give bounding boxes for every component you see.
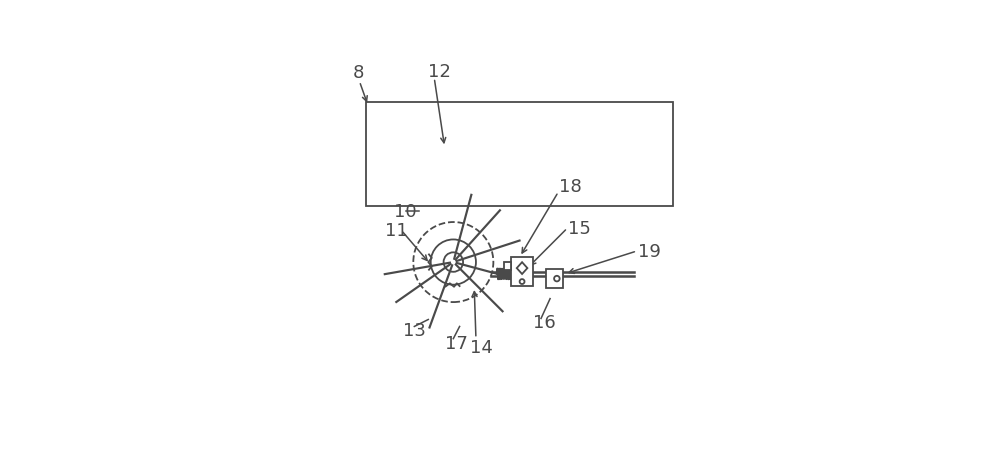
Circle shape [520,280,525,285]
Text: 18: 18 [559,178,582,196]
Text: 12: 12 [428,63,451,80]
Text: 8: 8 [352,64,364,82]
Text: 13: 13 [403,321,426,339]
Circle shape [444,253,463,272]
Text: 16: 16 [533,313,556,331]
Bar [366,103,673,207]
Bar [504,263,511,271]
Bar [511,257,533,287]
Text: 14: 14 [470,339,493,357]
Bar [546,269,563,289]
Text: 19: 19 [638,242,661,260]
Circle shape [431,240,476,285]
Text: 10: 10 [394,202,417,220]
Circle shape [554,276,560,282]
Circle shape [413,222,493,303]
Text: 11: 11 [385,221,408,239]
Text: 17: 17 [445,334,468,352]
Text: 15: 15 [568,220,591,237]
Polygon shape [517,262,527,274]
